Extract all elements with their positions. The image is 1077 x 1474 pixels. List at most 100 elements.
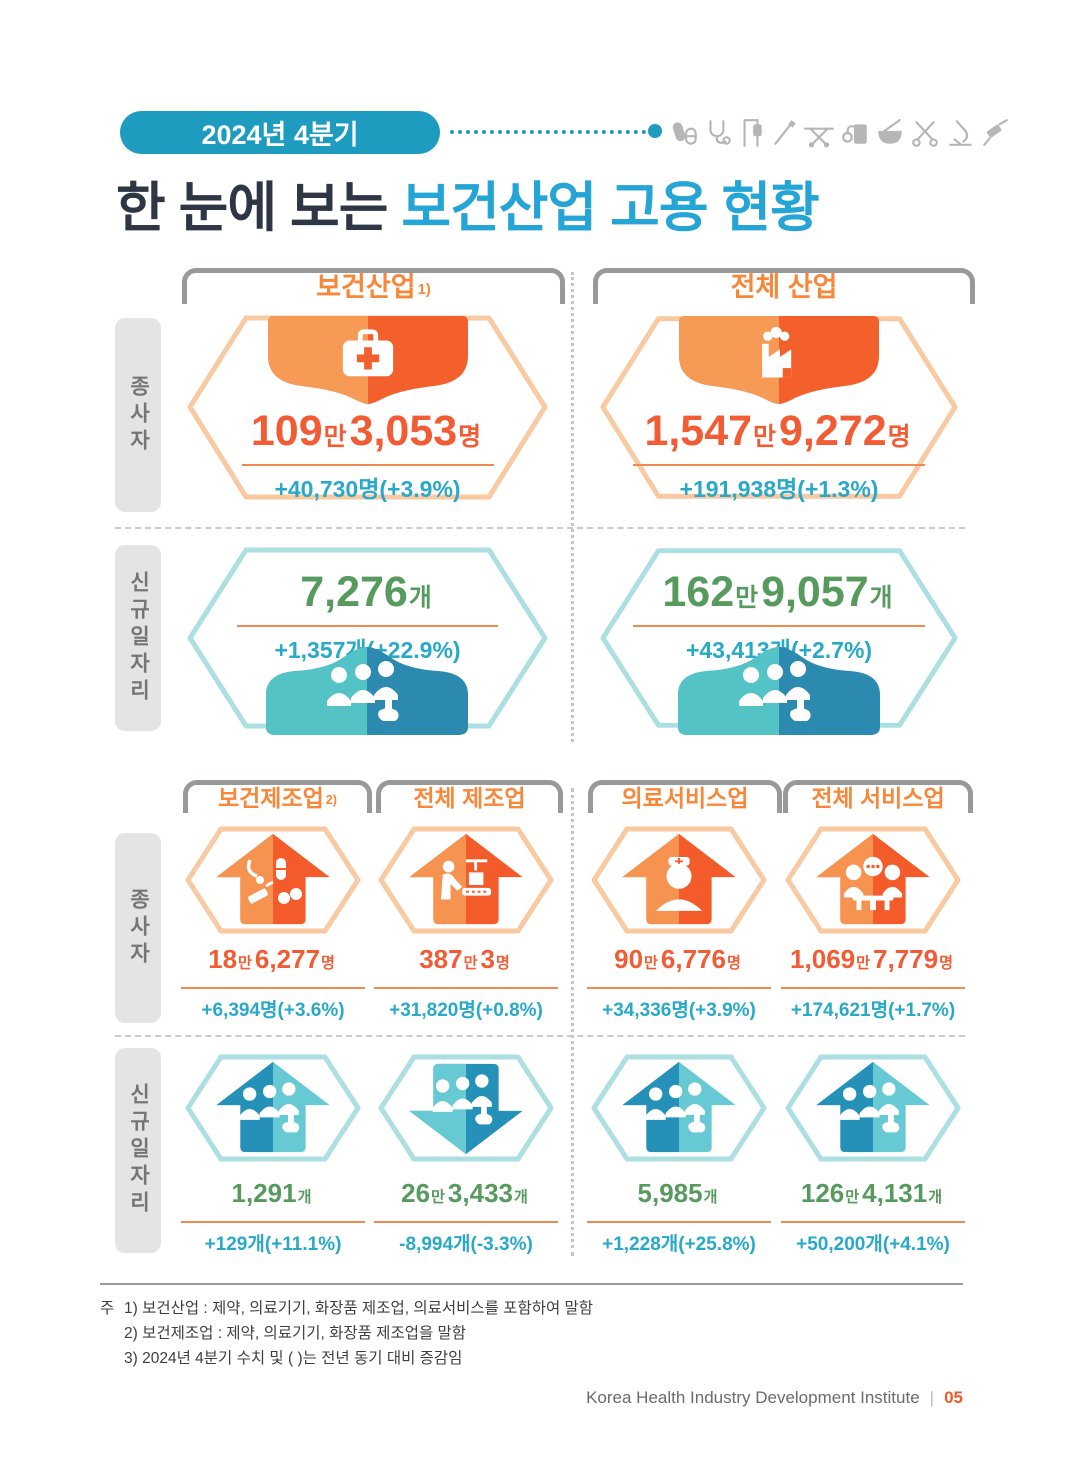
jobs-arrow-shape	[212, 1060, 334, 1156]
jobs-value: 162만9,057개	[662, 568, 893, 616]
column-header-all-manufacturing: 전체 제조업	[376, 780, 563, 813]
scissors-icon	[912, 121, 938, 147]
row-label-workers-1: 종사자	[115, 318, 161, 512]
jobs-arrow-shape	[618, 1060, 740, 1156]
dotted-connector	[450, 130, 646, 134]
footnotes: 주 1) 보건산업 : 제약, 의료기기, 화장품 제조업, 의료서비스를 포함…	[100, 1296, 880, 1371]
value-underline	[632, 464, 926, 466]
row-label-new-jobs-1: 신규일자리	[115, 545, 161, 731]
card-blob	[678, 643, 880, 738]
jobs-change: +50,200개(+4.1%)	[796, 1234, 950, 1255]
factory-worker-icon	[440, 859, 492, 900]
column-header-health-manufacturing: 보건제조업 2)	[183, 780, 372, 813]
workers-value: 18만 6,277명	[208, 944, 335, 974]
jobs-stat-all-manufacturing: 26만 3,433개 -8,994개(-3.3%)	[370, 1178, 562, 1256]
value-underline	[180, 987, 366, 989]
workers-hex-medical-services	[587, 823, 771, 937]
jobs-stat-health-manufacturing: 1,291개 +129개(+11.1%)	[177, 1178, 369, 1256]
footnote-item: 3) 2024년 4분기 수치 및 ( )는 전년 동기 대비 증감임	[124, 1350, 463, 1367]
stat-block: 1,547만9,272명 +191,938명(+1.3%)	[613, 408, 945, 504]
title-accent-part: 보건산업 고용 현황	[401, 178, 819, 238]
mortar-pestle-icon	[878, 119, 902, 144]
jobs-hex-medical-services	[587, 1051, 771, 1165]
medical-tools-icon	[246, 858, 302, 904]
card-blob	[266, 643, 468, 738]
stretcher-icon	[804, 127, 834, 148]
column-header-all-industry: 전체 산업	[593, 268, 975, 304]
jobs-hex-all-services	[781, 1051, 965, 1165]
people-cursor-icon	[839, 1082, 900, 1133]
value-underline	[241, 464, 494, 466]
stat-block: 109만3,053명 +40,730명(+3.9%)	[210, 408, 525, 504]
column-header-health-industry: 보건산업 1)	[182, 268, 565, 304]
workers-change: +191,938명(+1.3%)	[679, 476, 879, 502]
jobs-value: 5,985개	[637, 1178, 718, 1208]
workers-value: 1,547만9,272명	[644, 407, 911, 455]
footnote-item: 2) 보건제조업 : 제약, 의료기기, 화장품 제조업을 말함	[124, 1325, 467, 1342]
jobs-value: 1,291개	[231, 1178, 312, 1208]
quarter-badge: 2024년 4분기	[120, 111, 440, 154]
up-arrow-shape	[405, 832, 527, 928]
workers-value: 387만 3명	[419, 944, 510, 974]
people-cursor-icon	[645, 1082, 706, 1133]
up-arrow-shape	[212, 832, 334, 928]
people-table-icon	[843, 856, 903, 911]
footnote-prefix: 주	[100, 1300, 115, 1317]
row-divider-2	[115, 1035, 965, 1037]
footnote-item: 1) 보건산업 : 제약, 의료기기, 화장품 제조업, 의료서비스를 포함하여…	[124, 1300, 594, 1317]
workers-hex-health-manufacturing	[181, 823, 365, 937]
stethoscope-icon	[709, 120, 731, 145]
jobs-value: 7,276개	[300, 568, 432, 616]
title-dark-part: 한 눈에 보는	[116, 178, 402, 238]
syringe-icon	[983, 119, 1008, 146]
jobs-value: 26만 3,433개	[401, 1178, 528, 1208]
row-label-new-jobs-2: 신규일자리	[115, 1048, 161, 1253]
workers-change: +6,394명(+3.6%)	[201, 1000, 345, 1021]
up-arrow-shape	[812, 832, 934, 928]
column-header-label: 전체 산업	[730, 272, 838, 302]
footer-organization: Korea Health Industry Development Instit…	[100, 1388, 963, 1408]
column-divider-2	[571, 788, 574, 1256]
value-underline	[632, 625, 926, 627]
column-header-label: 전체 서비스업	[811, 785, 945, 811]
workers-value: 109만3,053명	[250, 407, 482, 455]
workers-card-all-industry: 1,547만9,272명 +191,938명(+1.3%)	[593, 311, 965, 504]
value-underline	[180, 1221, 366, 1223]
workers-change: +40,730명(+3.9%)	[274, 476, 461, 502]
nurse-icon	[655, 857, 703, 911]
column-divider-1	[571, 272, 574, 742]
column-header-label: 의료서비스업	[621, 785, 749, 811]
monitor-bag-icon	[842, 124, 867, 144]
connector-end-dot	[648, 124, 662, 138]
workers-change: +174,621명(+1.7%)	[790, 1000, 956, 1021]
footnote-marker: 1)	[417, 282, 431, 299]
column-header-label: 전체 제조업	[413, 785, 526, 811]
footnote-marker: 2)	[325, 793, 338, 808]
footer-separator: |	[929, 1388, 935, 1407]
organization-name: Korea Health Industry Development Instit…	[586, 1388, 920, 1407]
value-underline	[373, 1221, 559, 1223]
workers-stat-all-manufacturing: 387만 3명 +31,820명(+0.8%)	[370, 944, 562, 1022]
jobs-change: -8,994개(-3.3%)	[399, 1234, 533, 1255]
column-header-all-services: 전체 서비스업	[783, 780, 973, 813]
pen-icon	[774, 120, 796, 145]
page-number: 05	[944, 1388, 963, 1407]
workers-stat-medical-services: 90만 6,776명 +34,336명(+3.9%)	[583, 944, 775, 1022]
workers-change: +34,336명(+3.9%)	[602, 1000, 756, 1021]
row-divider-1	[115, 527, 965, 529]
jobs-value: 126만 4,131개	[800, 1178, 943, 1208]
workers-hex-all-services	[781, 823, 965, 937]
value-underline	[780, 1221, 966, 1223]
people-cursor-icon	[327, 661, 399, 721]
workers-change: +31,820명(+0.8%)	[389, 1000, 543, 1021]
jobs-arrow-shape	[812, 1060, 934, 1156]
up-arrow-shape	[618, 832, 740, 928]
microscope-icon	[949, 120, 972, 146]
value-underline	[780, 987, 966, 989]
card-ribbon	[268, 315, 468, 407]
factory-icon	[762, 326, 792, 378]
first-aid-kit-icon	[342, 329, 394, 377]
value-underline	[236, 625, 499, 627]
jobs-stat-medical-services: 5,985개 +1,228개(+25.8%)	[583, 1178, 775, 1256]
